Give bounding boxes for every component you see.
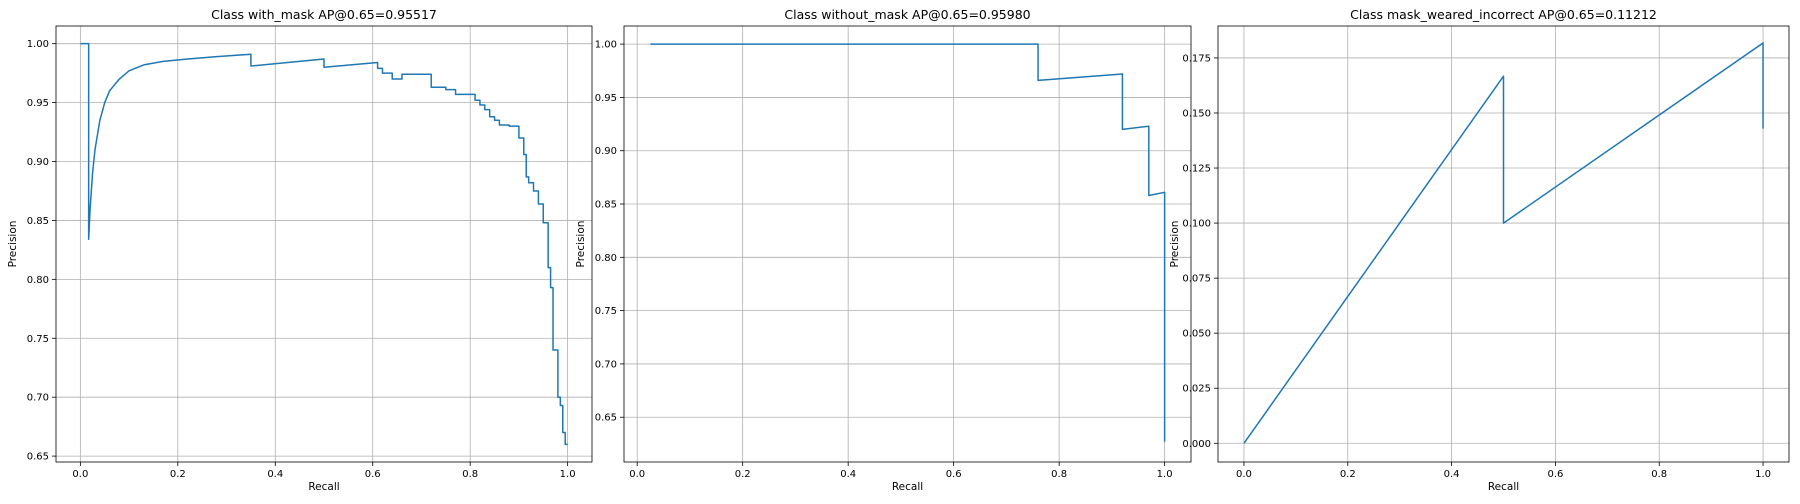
x-axis-label: Recall [892, 481, 923, 493]
chart-panel-2: 0.0 0.2 0.4 0.6 0.8 1.0 0.65 0.70 0.75 0.80 0.85 0.… [575, 7, 1192, 493]
chart-title: Class mask_weared_incorrect AP@0.65=0.11… [1350, 7, 1657, 22]
axes-frame [1217, 25, 1790, 463]
chart-panel-3: 0.0 0.2 0.4 0.6 0.8 1.0 0.000 0.025 0.050 0.075 0.… [1169, 7, 1790, 493]
pr-curve-series [650, 43, 1166, 442]
x-tick-label: 0.6 [365, 469, 381, 480]
y-tick-label: 1.00 [595, 40, 617, 51]
x-tick-label: 1.0 [560, 469, 576, 480]
y-tick-label: 0.050 [1182, 329, 1211, 340]
y-tick-label: 0.65 [595, 413, 617, 424]
x-tick-label: 1.0 [1157, 469, 1173, 480]
y-tick-label: 0.80 [595, 253, 617, 264]
x-tick-label: 0.4 [267, 469, 283, 480]
y-tick-label: 0.85 [595, 200, 617, 211]
y-tick-label: 0.075 [1182, 274, 1211, 285]
x-tick-label: 0.4 [840, 469, 856, 480]
x-tick-label: 0.0 [72, 469, 88, 480]
y-tick-label: 0.70 [27, 393, 49, 404]
y-tick-label: 0.95 [27, 98, 49, 109]
x-tick-label: 0.4 [1444, 469, 1460, 480]
y-tick-label: 0.175 [1182, 53, 1211, 64]
x-tick-label: 1.0 [1755, 469, 1771, 480]
y-tick-label: 0.025 [1182, 384, 1211, 395]
chart-title: Class without_mask AP@0.65=0.95980 [784, 7, 1030, 22]
y-axis-label: Precision [7, 221, 19, 268]
x-axis-label: Recall [1488, 481, 1519, 493]
x-tick-label: 0.6 [946, 469, 962, 480]
x-tick-label: 0.8 [1651, 469, 1667, 480]
x-tick-label: 0.8 [1051, 469, 1067, 480]
y-axis-label: Precision [575, 221, 587, 268]
x-tick-label: 0.8 [462, 469, 478, 480]
y-tick-label: 0.75 [595, 306, 617, 317]
pr-curve-series [80, 42, 568, 446]
x-tick-label: 0.2 [1340, 469, 1356, 480]
y-axis-label: Precision [1169, 221, 1181, 268]
x-tick-label: 0.0 [629, 469, 645, 480]
pr-curve-series [1243, 42, 1764, 444]
x-axis-label: Recall [308, 481, 339, 493]
y-tick-label: 0.95 [595, 93, 617, 104]
axes-frame [55, 25, 593, 463]
y-tick-label: 0.70 [595, 359, 617, 370]
x-tick-label: 0.2 [735, 469, 751, 480]
chart-panel-1: 0.0 0.2 0.4 0.6 0.8 1.0 0.65 0.70 0.75 0.80 0.85 0.… [7, 7, 593, 493]
x-tick-label: 0.0 [1236, 469, 1252, 480]
chart-title: Class with_mask AP@0.65=0.95517 [211, 7, 437, 22]
axes-frame [623, 25, 1192, 463]
y-tick-label: 0.85 [27, 216, 49, 227]
y-tick-label: 0.000 [1182, 439, 1211, 450]
y-tick-label: 0.125 [1182, 164, 1211, 175]
y-tick-label: 1.00 [27, 39, 49, 50]
x-tick-label: 0.6 [1547, 469, 1563, 480]
x-tick-label: 0.2 [170, 469, 186, 480]
y-tick-label: 0.65 [27, 452, 49, 463]
y-tick-label: 0.150 [1182, 108, 1211, 119]
y-tick-label: 0.90 [595, 146, 617, 157]
y-tick-label: 0.100 [1182, 219, 1211, 230]
y-tick-label: 0.75 [27, 334, 49, 345]
y-tick-label: 0.90 [27, 157, 49, 168]
y-tick-label: 0.80 [27, 275, 49, 286]
